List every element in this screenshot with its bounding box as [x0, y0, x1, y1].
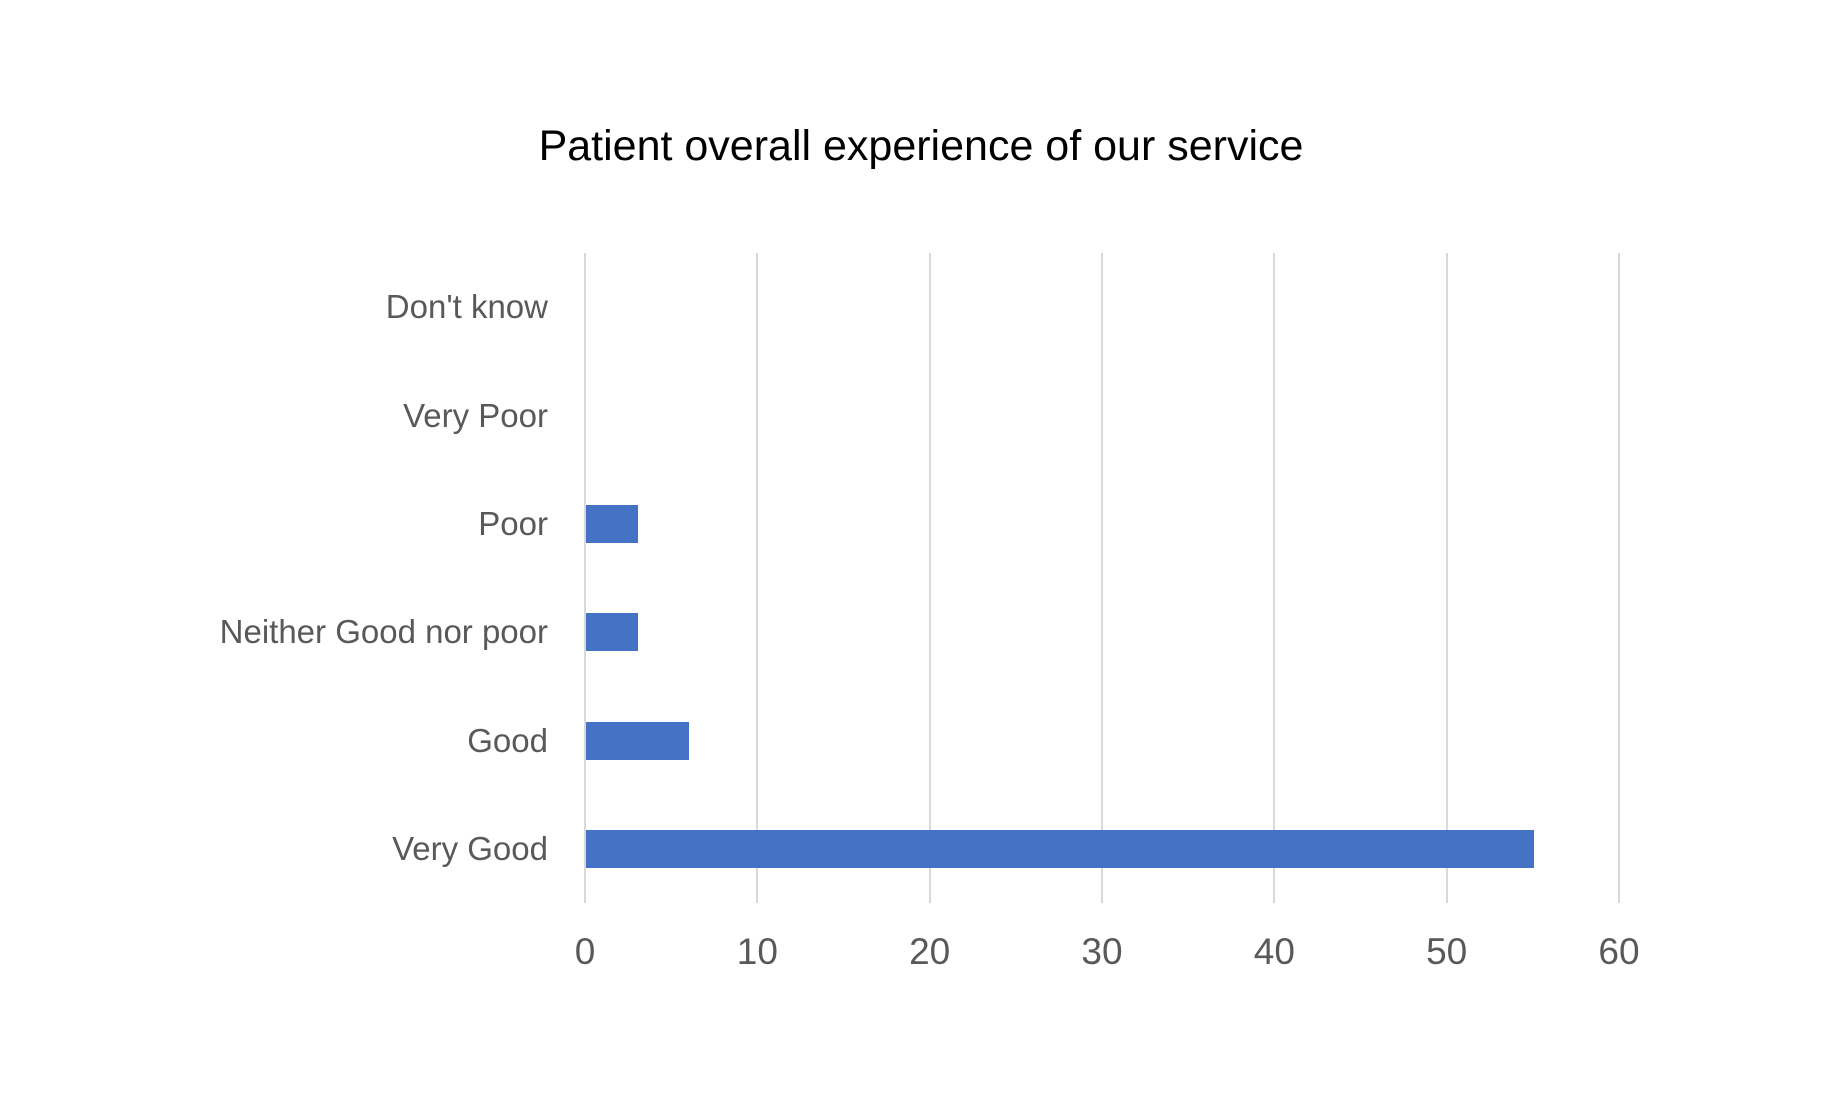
category-label: Good [467, 721, 548, 759]
category-label: Poor [478, 504, 548, 542]
vertical-gridline [1273, 253, 1276, 903]
category-label: Very Poor [403, 396, 548, 434]
bar-good [586, 721, 690, 760]
vertical-gridline [1101, 253, 1103, 903]
category-label: Don't know [385, 288, 548, 326]
category-label: Very Good [392, 829, 548, 867]
x-axis-tick-label: 20 [909, 931, 951, 972]
bar-poor [586, 504, 638, 543]
value-axis-line [584, 253, 586, 903]
vertical-gridline [756, 253, 759, 903]
x-axis-tick-label: 60 [1598, 931, 1640, 972]
x-axis-tick-label: 10 [736, 931, 778, 972]
vertical-gridline [1445, 253, 1448, 903]
x-axis-tick-label: 30 [1081, 931, 1123, 972]
chart-title: Patient overall experience of our servic… [538, 122, 1304, 170]
x-axis-tick-label: 0 [574, 931, 596, 972]
vertical-gridline [928, 253, 931, 903]
x-axis-tick-label: 50 [1426, 931, 1468, 972]
category-label: Neither Good nor poor [219, 613, 548, 651]
bar-very-good [586, 829, 1534, 868]
vertical-gridline [1618, 253, 1620, 903]
x-axis-tick-label: 40 [1253, 931, 1295, 972]
bar-neither-good-nor-poor [586, 613, 638, 652]
